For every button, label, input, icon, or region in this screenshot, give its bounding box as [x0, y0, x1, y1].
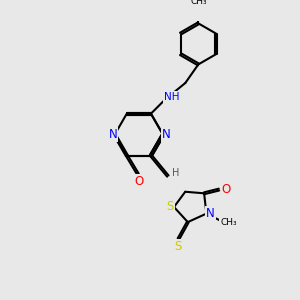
Text: CH₃: CH₃	[190, 0, 207, 5]
Text: N: N	[109, 128, 117, 141]
Text: CH₃: CH₃	[220, 218, 237, 227]
Text: H: H	[172, 168, 179, 178]
Text: O: O	[134, 175, 143, 188]
Text: S: S	[167, 200, 174, 214]
Text: O: O	[222, 183, 231, 196]
Text: S: S	[174, 240, 181, 253]
Text: N: N	[206, 207, 214, 220]
Text: NH: NH	[164, 92, 179, 102]
Text: N: N	[162, 128, 171, 141]
